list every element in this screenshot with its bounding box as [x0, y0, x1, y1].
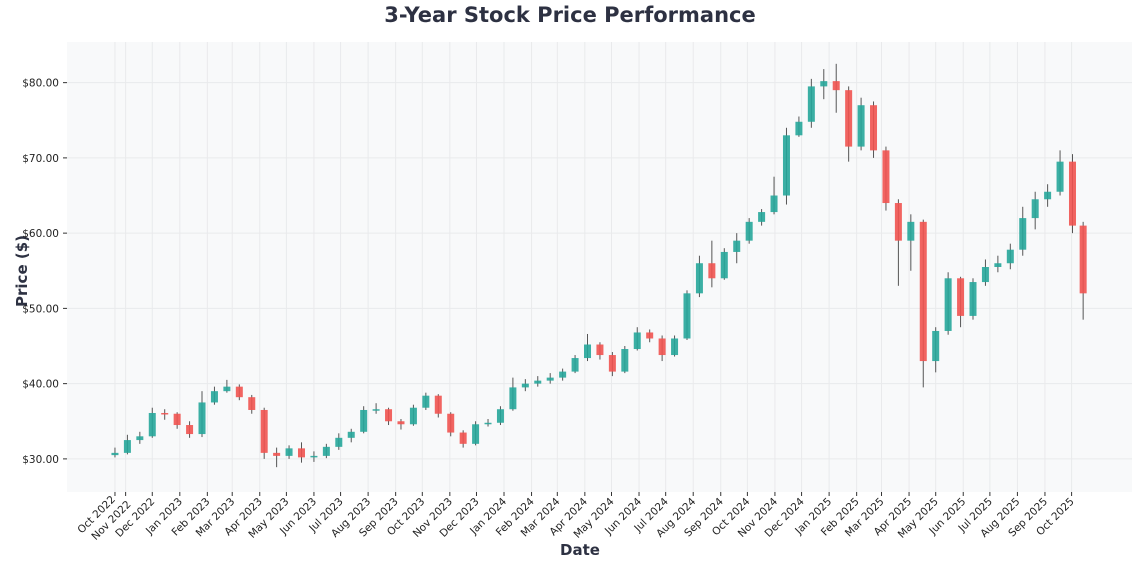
- candle-down: [845, 90, 853, 147]
- candle-up: [496, 409, 504, 423]
- candle-up: [148, 412, 156, 437]
- candle-down: [1079, 225, 1087, 294]
- candle-down: [273, 452, 281, 456]
- candle-up: [198, 402, 206, 435]
- candle-up: [472, 424, 480, 444]
- candle-up: [484, 422, 492, 425]
- y-tick-label: $50.00: [22, 303, 59, 315]
- candle-down: [708, 263, 716, 279]
- plot-area: [67, 42, 1132, 492]
- candle-up: [807, 86, 815, 122]
- candle-up: [335, 437, 343, 447]
- candle-down: [173, 413, 181, 426]
- candle-up: [683, 293, 691, 339]
- candle-up: [571, 358, 579, 372]
- candle-down: [658, 338, 666, 356]
- candle-up: [559, 371, 567, 378]
- candle-up: [210, 391, 218, 403]
- candle-down: [870, 105, 878, 151]
- candle-down: [882, 150, 890, 204]
- candle-up: [733, 240, 741, 252]
- candle-up: [932, 330, 940, 362]
- candle-up: [621, 349, 629, 372]
- candle-up: [372, 409, 380, 411]
- candle-down: [161, 412, 169, 415]
- candle-up: [758, 212, 766, 222]
- candle-up: [782, 135, 790, 196]
- candle-down: [608, 355, 616, 372]
- candle-up: [770, 195, 778, 213]
- candle-up: [509, 387, 517, 410]
- candle-down: [919, 221, 927, 362]
- candle-up: [745, 221, 753, 241]
- candle-up: [136, 436, 144, 441]
- candle-down: [1068, 161, 1076, 226]
- candle-down: [385, 409, 393, 422]
- candle-up: [907, 221, 915, 241]
- candle-up: [111, 452, 119, 456]
- candle-up: [521, 383, 529, 388]
- candle-up: [1031, 199, 1039, 219]
- candle-up: [409, 407, 417, 425]
- candle-down: [434, 395, 442, 414]
- candle-up: [360, 409, 368, 432]
- candle-up: [671, 338, 679, 356]
- y-tick-label: $80.00: [22, 78, 59, 90]
- candle-up: [123, 440, 131, 453]
- candle-up: [310, 455, 318, 458]
- candle-down: [248, 397, 256, 410]
- candle-up: [695, 263, 703, 294]
- candle-up: [1056, 161, 1064, 192]
- candle-down: [397, 421, 405, 425]
- candle-up: [944, 278, 952, 331]
- x-axis-label: Date: [560, 541, 600, 559]
- candle-down: [832, 81, 840, 91]
- candle-up: [633, 332, 641, 350]
- candle-down: [957, 278, 965, 316]
- candle-down: [186, 425, 194, 435]
- candle-down: [297, 448, 305, 458]
- candle-up: [584, 344, 592, 359]
- chart-title: 3-Year Stock Price Performance: [384, 3, 756, 27]
- candle-up: [322, 446, 330, 456]
- candle-down: [894, 203, 902, 241]
- candle-down: [646, 332, 654, 339]
- candle-up: [857, 105, 865, 147]
- candle-up: [1006, 249, 1014, 264]
- candle-up: [1044, 191, 1052, 200]
- y-tick-label: $40.00: [22, 379, 59, 391]
- candle-down: [596, 344, 604, 356]
- candle-up: [720, 251, 728, 279]
- candle-down: [459, 432, 467, 444]
- candle-up: [820, 81, 828, 87]
- candle-up: [969, 282, 977, 316]
- candle-up: [994, 263, 1002, 267]
- candle-up: [795, 121, 803, 136]
- candle-up: [223, 386, 231, 392]
- candle-up: [534, 380, 542, 384]
- candle-up: [422, 395, 430, 408]
- candle-down: [260, 409, 268, 453]
- candle-up: [285, 448, 293, 456]
- candle-down: [447, 413, 455, 433]
- candle-up: [546, 377, 554, 381]
- candle-up: [1019, 218, 1027, 250]
- candle-down: [235, 386, 243, 398]
- y-tick-label: $70.00: [22, 153, 59, 165]
- candle-up: [347, 431, 355, 438]
- y-tick-label: $60.00: [22, 228, 59, 240]
- y-tick-label: $30.00: [22, 454, 59, 466]
- candle-up: [981, 267, 989, 283]
